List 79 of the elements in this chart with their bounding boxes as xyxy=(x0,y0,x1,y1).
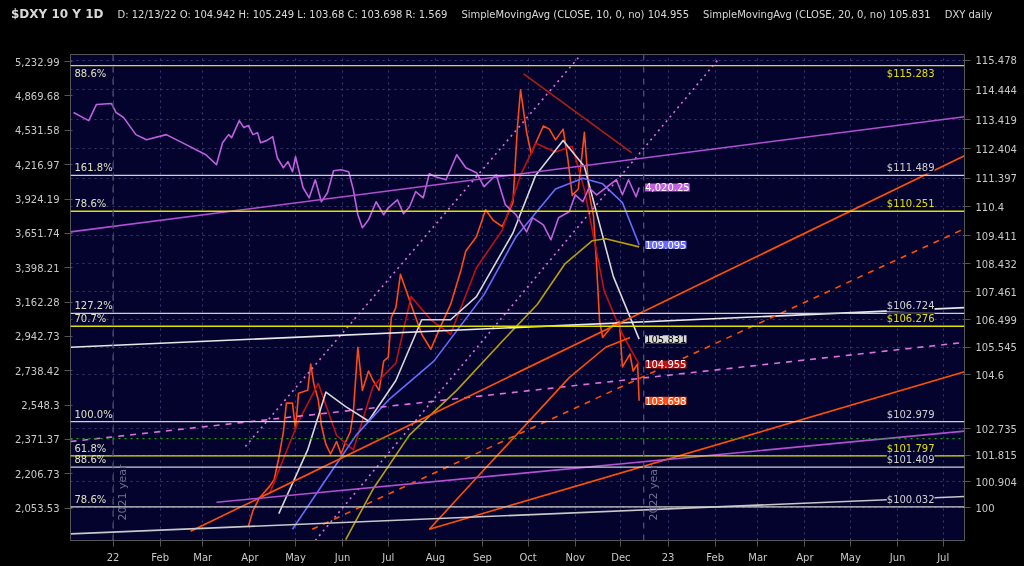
text: SimpleMovingAvg (CLOSE, 10, 0, no) 104.955 xyxy=(461,9,690,20)
x-tick-label: Nov xyxy=(565,551,586,563)
x-tick-label: Jun xyxy=(333,551,351,563)
x-tick-label: Oct xyxy=(519,551,537,563)
y2-tick-label: 2,053.53 xyxy=(14,503,60,515)
x-tick-label: May xyxy=(285,551,306,563)
data-label: 105.831 xyxy=(645,334,687,346)
y2-tick-label: 4,531.58 xyxy=(14,125,60,137)
y2-tick-label: 4,216.97 xyxy=(14,159,60,171)
y-tick-label: 102.735 xyxy=(975,423,1017,435)
data-label: 109.095 xyxy=(645,239,687,251)
x-tick-label: Aug xyxy=(425,551,446,563)
ref-line-label: $111.489 xyxy=(886,162,935,174)
annotation: 78.6% xyxy=(74,198,107,210)
y-tick-label: 109.411 xyxy=(975,230,1017,242)
y2-tick-label: 2,942.73 xyxy=(14,331,60,343)
text: SimpleMovingAvg (CLOSE, 20, 0, no) 105.831 xyxy=(703,9,931,20)
ref-line-label: 2021 year xyxy=(116,463,130,521)
x-tick-label: Feb xyxy=(706,551,725,563)
annotation: 70.7% xyxy=(74,313,107,325)
ref-line-label: $110.251 xyxy=(886,198,935,210)
x-tick-label: Jul xyxy=(381,551,395,563)
y2-tick-label: 4,869.68 xyxy=(14,91,60,102)
y2-tick-label: 2,738.42 xyxy=(14,365,60,377)
y-tick-label: 104.6 xyxy=(975,369,1005,381)
y-tick-label: 105.545 xyxy=(975,342,1017,354)
y2-tick-label: 3,162.28 xyxy=(14,297,60,309)
y2-tick-label: 2,371.37 xyxy=(14,434,60,446)
ref-line-label: $101.409 xyxy=(886,454,935,466)
annotation: 88.6% xyxy=(74,67,107,79)
annotation: 78.6% xyxy=(74,493,107,505)
y-tick-label: 101.815 xyxy=(975,450,1017,462)
x-tick-label: Feb xyxy=(151,551,170,563)
chart-title: $DXY 10 Y 1D xyxy=(11,7,104,21)
y-tick-label: 100 xyxy=(975,502,995,514)
y-tick-label: 114.444 xyxy=(975,84,1017,96)
y2-tick-label: 3,398.21 xyxy=(14,262,60,274)
y-tick-label: 112.404 xyxy=(975,143,1017,155)
ref-line-label: $115.283 xyxy=(886,67,935,79)
x-tick-label: Apr xyxy=(241,551,260,563)
x-tick-label: May xyxy=(840,551,861,563)
y2-tick-label: 2,206.73 xyxy=(14,468,60,480)
x-tick-label: Mar xyxy=(193,551,214,563)
ref-line-label: $101.797 xyxy=(886,442,935,454)
annotation: 127.2% xyxy=(74,300,113,312)
data-label: 4,020.25 xyxy=(645,182,690,194)
y-tick-label: 111.397 xyxy=(975,173,1017,185)
ref-line-label: $106.276 xyxy=(886,313,935,325)
y-tick-label: 106.499 xyxy=(975,314,1017,326)
annotation: 61.8% xyxy=(74,442,107,454)
y-tick-label: 115.478 xyxy=(975,55,1017,67)
data-label: 104.955 xyxy=(645,359,687,371)
x-tick-label: 22 xyxy=(106,551,120,563)
annotation: 100.0% xyxy=(74,408,113,420)
ref-line-label: $102.979 xyxy=(886,408,935,420)
data-label: 103.698 xyxy=(645,395,687,407)
y-tick-label: 107.461 xyxy=(975,286,1017,298)
annotation: 88.6% xyxy=(74,454,107,466)
y2-tick-label: 2,548.3 xyxy=(21,400,60,412)
x-tick-label: Jun xyxy=(888,551,906,563)
y-tick-label: 108.432 xyxy=(975,258,1017,270)
annotation: 161.8% xyxy=(74,162,113,174)
y-tick-label: 113.419 xyxy=(975,114,1017,126)
chart-subtitle: D: 12/13/22 O: 104.942 H: 105.249 L: 103.68 C: 103.698 R: 1.569 xyxy=(117,9,448,20)
x-tick-label: Apr xyxy=(796,551,815,563)
x-tick-label: Sep xyxy=(473,551,492,563)
text: DXY daily xyxy=(944,9,993,20)
ref-line-label: $106.724 xyxy=(886,300,935,312)
x-tick-label: Jul xyxy=(936,551,950,563)
y2-tick-label: 3,924.19 xyxy=(14,194,60,206)
x-tick-label: 23 xyxy=(661,551,675,563)
y2-tick-label: 3,651.74 xyxy=(14,228,60,240)
y-tick-label: 110.4 xyxy=(975,201,1005,213)
x-tick-label: Dec xyxy=(611,551,631,563)
y-tick-label: 100.904 xyxy=(975,476,1017,488)
y2-tick-label: 5,232.99 xyxy=(14,56,60,68)
ref-line-label: 2022 year xyxy=(646,463,660,521)
ref-line-label: $100.032 xyxy=(886,493,935,505)
x-tick-label: Mar xyxy=(748,551,769,563)
